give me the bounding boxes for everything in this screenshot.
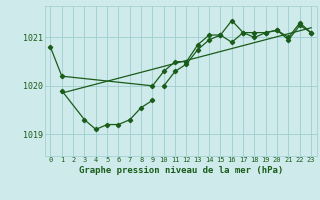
X-axis label: Graphe pression niveau de la mer (hPa): Graphe pression niveau de la mer (hPa) bbox=[79, 166, 283, 175]
